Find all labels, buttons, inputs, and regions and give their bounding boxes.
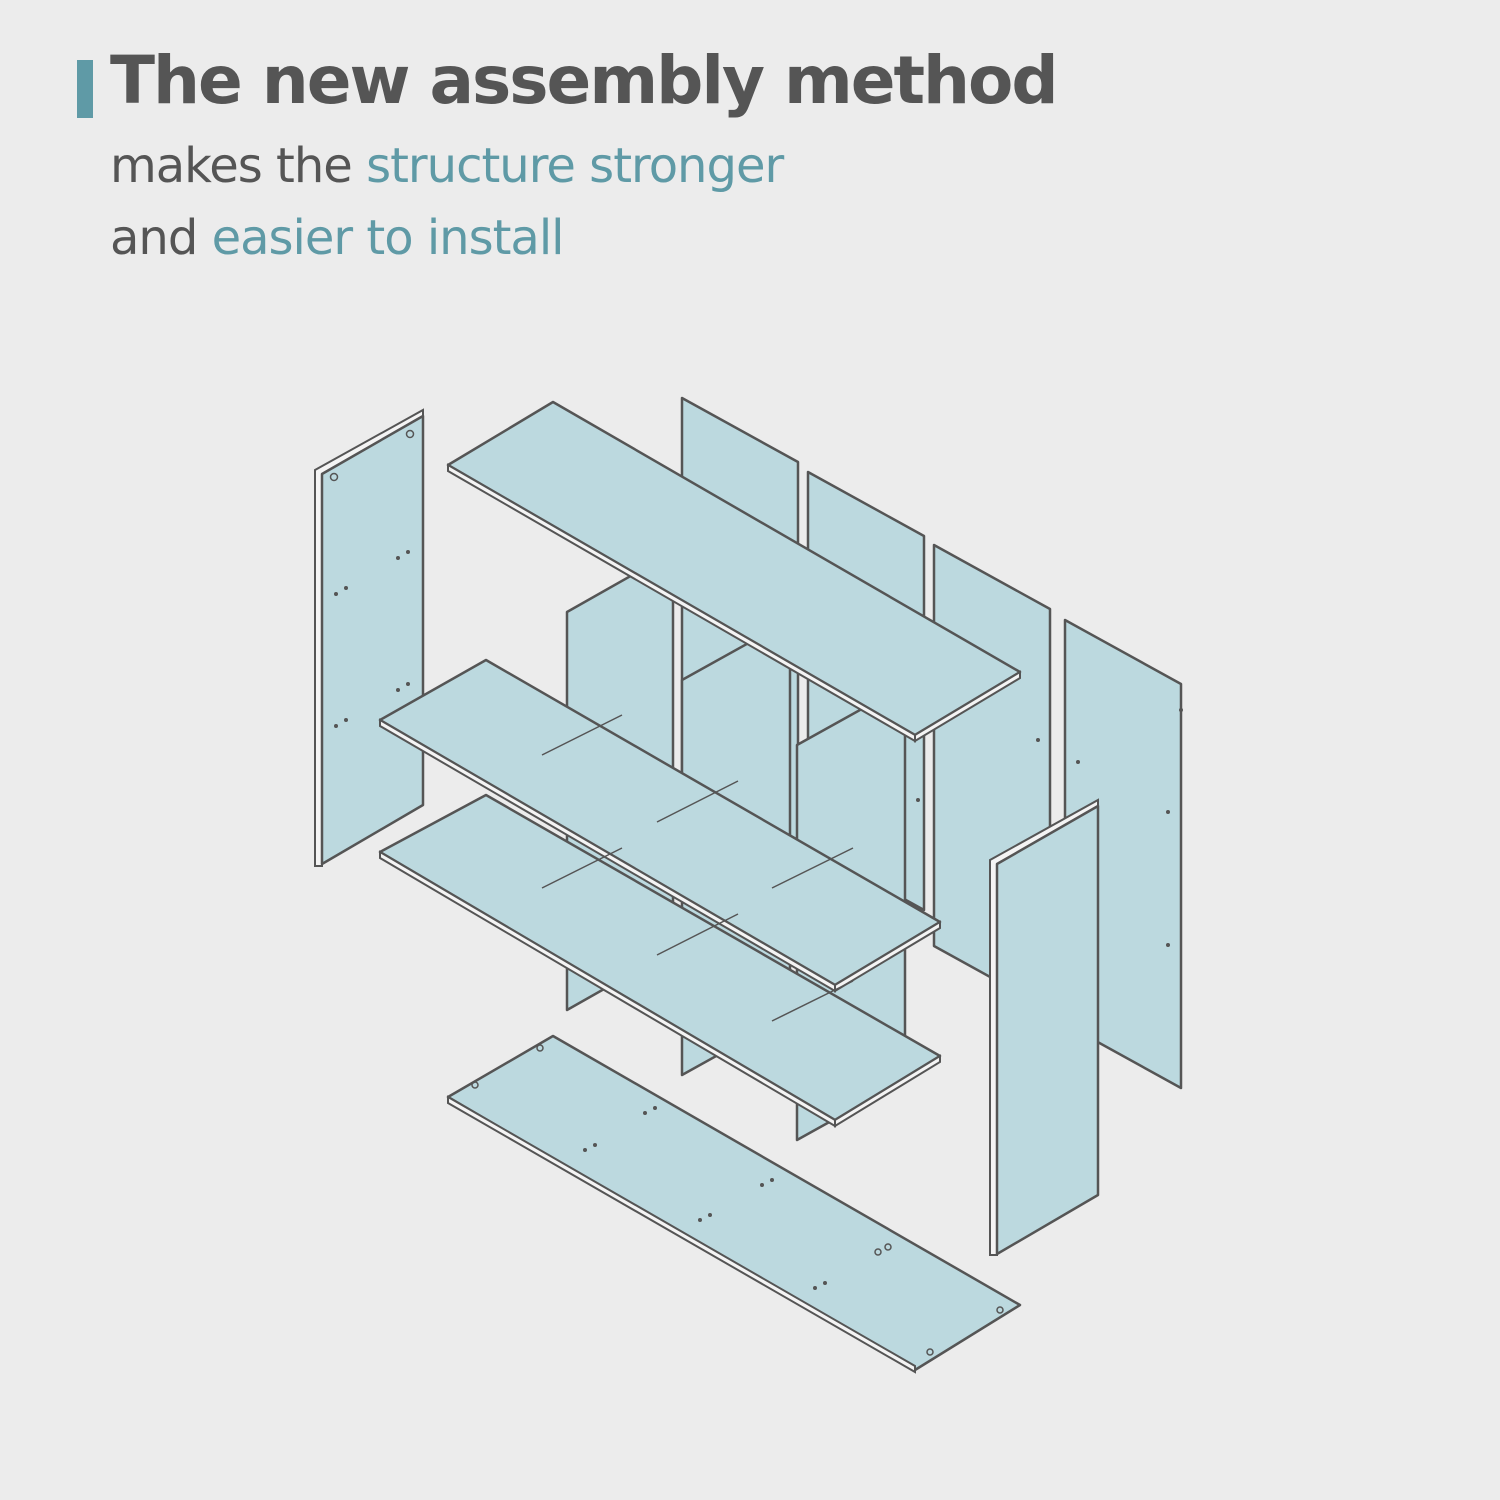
- bottom-board-edge: [447, 1095, 916, 1374]
- subtitle-line-2: and easier to install: [110, 210, 564, 266]
- subtitle-highlight: easier to install: [211, 210, 565, 266]
- bottom-board-holes: [471, 1044, 1004, 1356]
- subtitle-text: and: [110, 210, 212, 266]
- subtitle-highlight: structure stronger: [366, 138, 784, 194]
- left-side-panel: [320, 414, 425, 866]
- accent-bar: [77, 60, 93, 118]
- bottom-board: [446, 1034, 1022, 1372]
- middle-shelf-2-side: [834, 1054, 941, 1128]
- page-title: The new assembly method: [110, 42, 1059, 119]
- back-panel-holes: [916, 708, 1183, 947]
- shelf-2-slots: [541, 847, 854, 1022]
- subtitle-line-1: makes the structure stronger: [110, 138, 784, 194]
- left-panel-holes: [329, 429, 415, 728]
- subtitle-text: makes the: [110, 138, 367, 194]
- top-board-side: [914, 670, 1021, 743]
- shelf-1-slots: [541, 714, 854, 889]
- right-side-panel: [995, 804, 1100, 1256]
- middle-shelf-1-side: [834, 920, 941, 993]
